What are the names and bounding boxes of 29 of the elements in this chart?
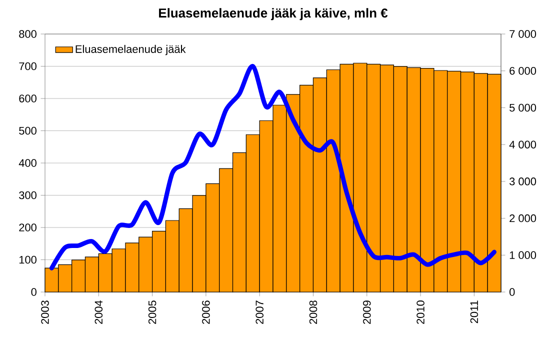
- y2-tick-label: 6 000: [510, 66, 536, 75]
- y-tick-label: 500: [19, 126, 36, 135]
- y-tick-label: 0: [31, 288, 36, 296]
- y2-tick-label: 3 000: [510, 178, 536, 186]
- line-series: [49, 64, 497, 270]
- x-tick-label: 2009: [363, 300, 371, 324]
- y2-tick-label: 1 000: [510, 251, 536, 260]
- y2-tick-label: 4 000: [509, 140, 536, 148]
- chart-title: Eluasemelaenude jääk ja käive, mln €: [159, 8, 388, 20]
- x-tick-label: 2008: [309, 300, 318, 324]
- x-tick-label: 2005: [148, 300, 156, 324]
- x-tick-label: 2011: [470, 300, 478, 324]
- y2-tick-label: 5 000: [510, 104, 536, 112]
- y-tick-label: 100: [19, 256, 36, 264]
- y-tick-label: 700: [19, 62, 36, 70]
- y2-tick-label: 7 000: [510, 30, 536, 38]
- y-tick-label: 300: [19, 191, 36, 200]
- x-tick-label: 2004: [94, 300, 103, 324]
- y-tick-label: 200: [19, 224, 36, 232]
- x-tick-label: 2007: [256, 300, 264, 324]
- y-tick-label: 800: [19, 30, 36, 38]
- x-tick-label: 2003: [41, 300, 49, 324]
- x-tick-label: 2006: [202, 300, 210, 324]
- y-tick-label: 600: [19, 94, 36, 102]
- y2-tick-label: 0: [510, 288, 515, 296]
- y2-tick-label: 2 000: [510, 214, 536, 222]
- legend-label: Eluasemelaenude jääk: [76, 44, 186, 56]
- x-tick-label: 2010: [416, 300, 424, 324]
- y-tick-label: 400: [18, 159, 36, 167]
